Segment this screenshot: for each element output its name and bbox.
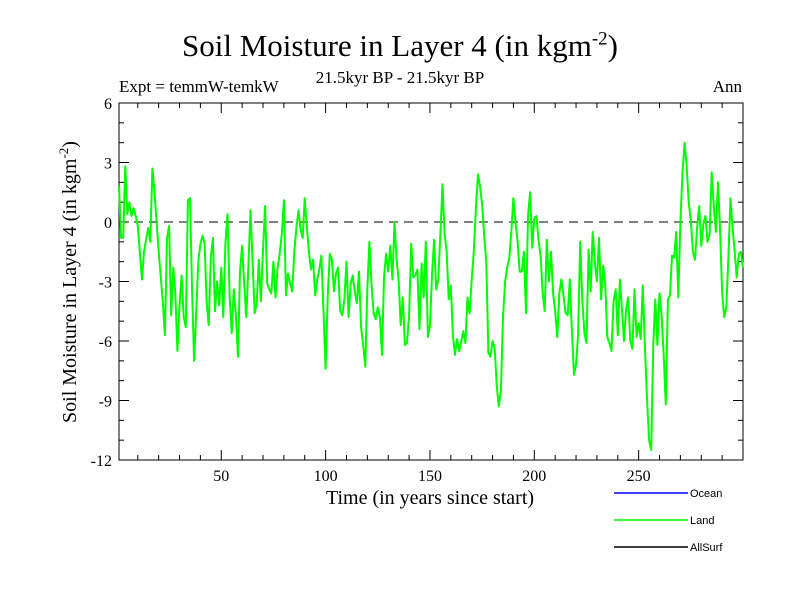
y-tick-label: -6: [99, 334, 112, 351]
x-tick-label: 250: [627, 468, 651, 485]
period-label: 21.5kyr BP - 21.5kyr BP: [315, 68, 485, 87]
y-tick-label: 0: [104, 215, 112, 232]
legend-label-land: Land: [690, 515, 714, 527]
legend-label-allsurf: AllSurf: [690, 542, 723, 554]
experiment-label: Expt = temmW-temkW: [119, 77, 279, 96]
legend-label-ocean: Ocean: [690, 488, 722, 500]
y-tick-label: -3: [99, 275, 112, 292]
x-tick-label: 200: [522, 468, 546, 485]
chart-title: Soil Moisture in Layer 4 (in kgm-2): [182, 28, 618, 63]
season-label: Ann: [712, 77, 742, 96]
y-tick-label: -12: [91, 453, 112, 470]
x-tick-label: 100: [314, 468, 338, 485]
x-tick-label: 50: [213, 468, 229, 485]
x-axis-label: Time (in years since start): [325, 487, 535, 509]
y-tick-label: 6: [104, 96, 112, 113]
y-tick-label: 3: [104, 156, 112, 173]
series-line-land: [118, 141, 744, 452]
y-tick-label: -9: [99, 394, 112, 411]
x-tick-label: 150: [418, 468, 442, 485]
